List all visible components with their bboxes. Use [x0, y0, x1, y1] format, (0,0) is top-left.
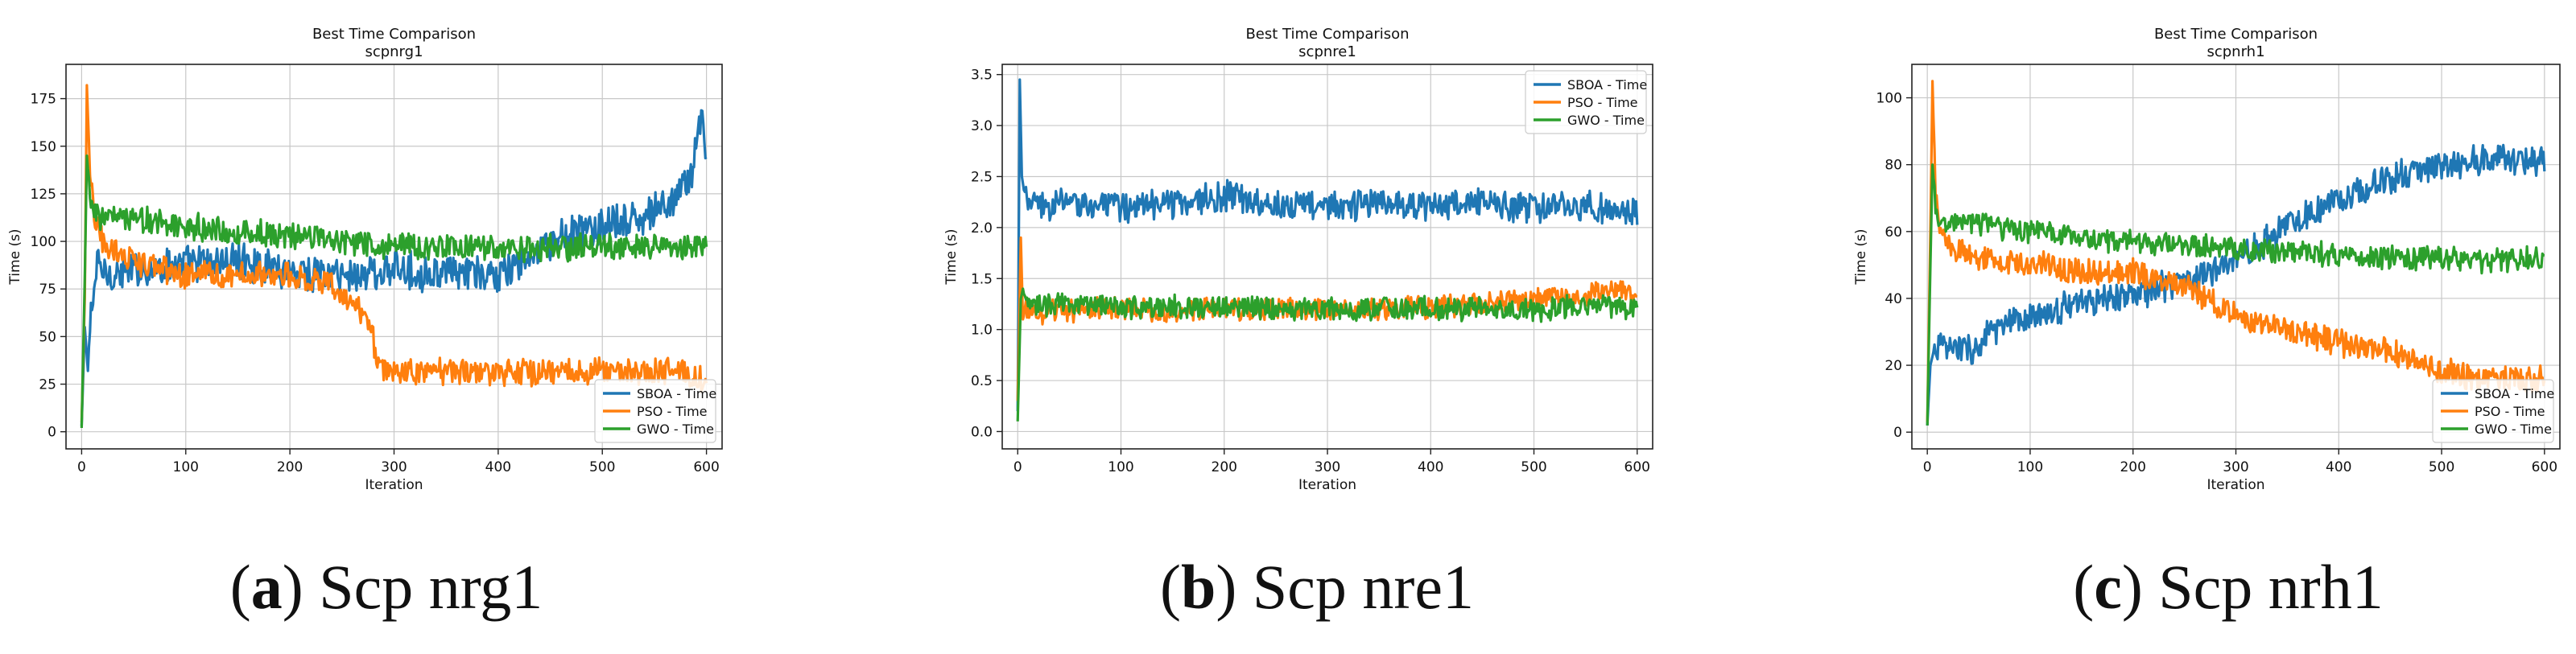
- y-tick-label: 40: [1885, 291, 1902, 307]
- y-axis-label: Time (s): [943, 228, 960, 285]
- y-tick-label: 3.0: [971, 118, 993, 134]
- y-tick-label: 0: [1893, 425, 1902, 441]
- x-tick-label: 300: [381, 459, 407, 475]
- x-tick-label: 0: [1013, 459, 1022, 475]
- y-tick-label: 100: [31, 234, 56, 250]
- legend-label: GWO - Time: [2475, 422, 2552, 437]
- legend-label: PSO - Time: [2475, 404, 2545, 419]
- y-tick-label: 2.0: [971, 220, 993, 237]
- y-axis-label: Time (s): [1853, 228, 1869, 285]
- x-tick-label: 400: [485, 459, 511, 475]
- y-tick-label: 25: [39, 377, 56, 393]
- caption-a: (a) Scp nrg1: [229, 552, 543, 622]
- chart-panel-2: 0 100 200 300 400 500 600 0.0 0.5 1.0 1.5 2.0 2.5 3.0…: [943, 26, 1653, 493]
- x-axis-label: Iteration: [1298, 477, 1356, 493]
- y-tick-label: 125: [31, 187, 56, 203]
- x-tick-label: 500: [589, 459, 615, 475]
- y-tick-label: 50: [39, 329, 56, 345]
- x-tick-label: 200: [2120, 459, 2145, 475]
- chart-legend: SBOA - Time PSO - Time GWO - Time: [1525, 70, 1647, 134]
- x-tick-label: 100: [2017, 459, 2043, 475]
- legend-label: GWO - Time: [637, 422, 714, 437]
- y-tick-label: 1.0: [971, 323, 993, 339]
- legend-box: [2432, 379, 2554, 443]
- y-tick-label: 100: [1876, 91, 1902, 107]
- legend-label: PSO - Time: [1567, 95, 1638, 110]
- x-tick-label: 500: [1521, 459, 1546, 475]
- legend-label: SBOA - Time: [2475, 386, 2554, 401]
- x-tick-label: 400: [1418, 459, 1443, 475]
- y-tick-label: 0.0: [971, 424, 993, 440]
- caption-c: (c) Scp nrh1: [2073, 552, 2384, 622]
- chart-subtitle: scpnrg1: [365, 43, 423, 60]
- x-tick-label: 200: [277, 459, 303, 475]
- y-tick-label: 0.5: [971, 373, 993, 389]
- series-line-pso: [80, 84, 708, 422]
- y-tick-label: 2.5: [971, 169, 993, 185]
- x-tick-label: 300: [2223, 459, 2248, 475]
- x-axis-label: Iteration: [2207, 477, 2264, 493]
- chart-title: Best Time Comparison: [2154, 26, 2318, 43]
- chart-subtitle: scpnre1: [1298, 43, 1356, 60]
- x-tick-label: 300: [1315, 459, 1340, 475]
- y-tick-label: 1.5: [971, 271, 993, 287]
- y-tick-label: 150: [31, 139, 56, 155]
- x-tick-label: 0: [1923, 459, 1932, 475]
- y-axis-label: Time (s): [7, 228, 23, 285]
- legend-box: [594, 379, 716, 443]
- x-tick-label: 100: [1108, 459, 1133, 475]
- chart-legend: SBOA - Time PSO - Time GWO - Time: [594, 379, 716, 443]
- series-line-gwo: [80, 154, 708, 429]
- y-tick-label: 0: [47, 425, 56, 441]
- legend-label: PSO - Time: [637, 404, 708, 419]
- y-tick-label: 3.5: [971, 68, 993, 84]
- legend-label: SBOA - Time: [637, 386, 716, 401]
- legend-label: GWO - Time: [1567, 113, 1645, 128]
- series-line-sboa: [1016, 78, 1639, 412]
- y-tick-label: 175: [31, 92, 56, 108]
- x-tick-label: 600: [2532, 459, 2557, 475]
- series-line-gwo: [1926, 163, 2545, 426]
- series-line-sboa: [80, 109, 708, 426]
- chart-title: Best Time Comparison: [1245, 26, 1409, 43]
- x-tick-label: 600: [1624, 459, 1650, 475]
- x-tick-label: 400: [2326, 459, 2351, 475]
- legend-box: [1525, 70, 1647, 134]
- chart-subtitle: scpnrh1: [2207, 43, 2264, 60]
- y-tick-label: 20: [1885, 358, 1902, 374]
- x-tick-label: 100: [173, 459, 199, 475]
- x-tick-label: 600: [693, 459, 719, 475]
- x-tick-label: 0: [77, 459, 86, 475]
- x-tick-label: 200: [1212, 459, 1237, 475]
- chart-panel-1: 0 100 200 300 400 500 600 0 25 50 75 100 125 150 175 Be…: [7, 26, 723, 493]
- y-tick-label: 60: [1885, 224, 1902, 241]
- y-tick-label: 75: [39, 282, 56, 298]
- series-line-gwo: [1016, 287, 1639, 422]
- y-tick-label: 80: [1885, 158, 1902, 174]
- chart-legend: SBOA - Time PSO - Time GWO - Time: [2432, 379, 2554, 443]
- legend-label: SBOA - Time: [1567, 77, 1647, 93]
- chart-panel-3: 0 100 200 300 400 500 600 0 20 40 60 80 100 Best Time…: [1853, 26, 2561, 493]
- chart-title: Best Time Comparison: [312, 26, 476, 43]
- x-axis-label: Iteration: [365, 477, 423, 493]
- caption-b: (b) Scp nre1: [1160, 552, 1474, 622]
- x-tick-label: 500: [2429, 459, 2454, 475]
